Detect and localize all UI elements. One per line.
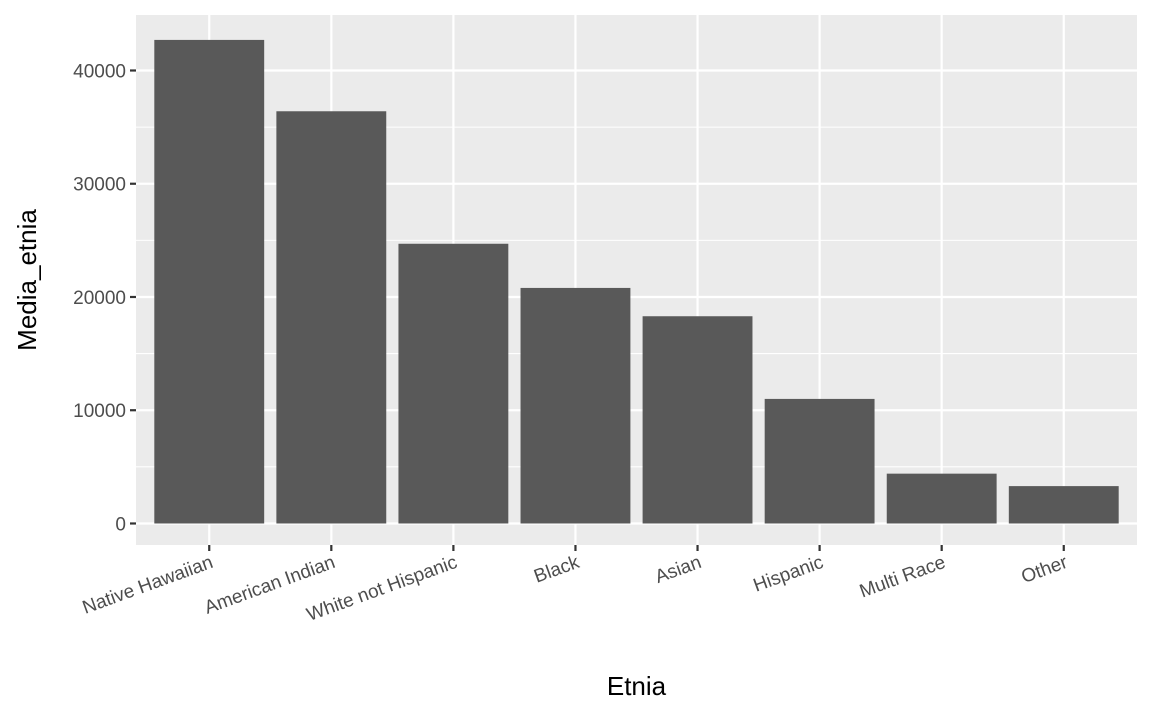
- bar: [1008, 486, 1119, 524]
- bar: [520, 287, 631, 524]
- x-axis-title: Etnia: [607, 671, 667, 701]
- y-tick-label: 0: [115, 514, 126, 535]
- x-tick-label: Asian: [652, 552, 704, 588]
- bar: [398, 243, 509, 524]
- y-tick-label: 40000: [73, 61, 126, 82]
- y-tick-label: 30000: [73, 175, 126, 196]
- y-axis-ticks: 0 10000 20000 30000 40000: [73, 61, 136, 535]
- bar: [886, 473, 997, 524]
- x-tick-label: Hispanic: [751, 552, 827, 597]
- bar: [154, 39, 265, 524]
- x-tick-label: Black: [531, 552, 582, 588]
- x-tick-label: Multi Race: [857, 552, 949, 602]
- x-tick-label: Other: [1019, 552, 1071, 588]
- bars-group: [154, 39, 1119, 524]
- bar: [642, 316, 753, 524]
- bar: [276, 111, 387, 524]
- y-tick-label: 20000: [73, 288, 126, 309]
- x-tick-label: Native Hawaiian: [80, 552, 216, 619]
- y-tick-label: 10000: [73, 401, 126, 422]
- bar: [764, 398, 875, 524]
- y-axis-title: Media_etnia: [12, 209, 42, 351]
